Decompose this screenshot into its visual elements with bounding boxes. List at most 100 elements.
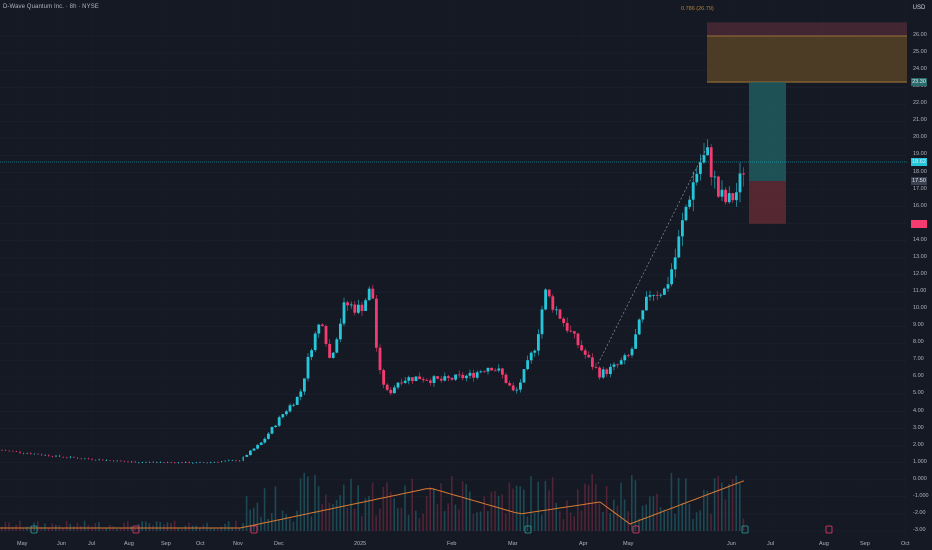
candle-body: [547, 289, 551, 297]
volume-bar: [418, 518, 421, 531]
volume-bar: [609, 513, 611, 531]
volume-bar: [332, 503, 334, 531]
volume-bar: [688, 503, 691, 531]
candle-body: [360, 304, 364, 311]
candle-body: [519, 382, 522, 390]
volume-bar: [724, 499, 727, 531]
volume-bar: [170, 522, 172, 531]
currency-button[interactable]: USD: [912, 5, 926, 11]
candle-body: [213, 461, 215, 463]
candle-body: [95, 459, 97, 461]
candle-body: [30, 453, 32, 455]
candle-body: [349, 304, 353, 306]
candle-body: [497, 368, 501, 371]
volume-bar: [321, 504, 323, 531]
candle-body: [288, 405, 292, 412]
candle-body: [235, 460, 237, 461]
candle-body: [335, 339, 339, 353]
volume-bar: [22, 527, 25, 531]
candle-body: [493, 370, 497, 372]
volume-bar: [310, 516, 313, 531]
candle-body: [551, 296, 555, 310]
price-marker-badge: 17.50: [911, 177, 927, 186]
volume-bar: [83, 520, 86, 531]
time-axis-tick: Oct: [196, 541, 205, 547]
candle-body: [677, 236, 681, 258]
volume-bar: [566, 500, 568, 531]
volume-bar: [235, 520, 237, 531]
candle-body: [299, 391, 303, 397]
candle-body: [23, 452, 25, 454]
volume-bar: [47, 528, 50, 531]
candle-body: [19, 451, 21, 453]
price-axis-tick: 12.00: [913, 270, 927, 277]
volume-bar: [613, 499, 615, 531]
volume-bar: [112, 526, 115, 531]
volume-bar: [1, 526, 3, 531]
candle-body: [277, 417, 281, 426]
price-axis-tick: 23.00: [913, 83, 927, 90]
time-axis-tick: Oct: [901, 541, 910, 547]
candle-body: [407, 377, 411, 381]
volume-bar: [544, 481, 547, 531]
volume-bar: [181, 528, 183, 531]
candle-body: [695, 173, 699, 183]
price-axis-tick: 11.00: [913, 288, 927, 295]
candle-body: [627, 355, 630, 357]
volume-bar: [253, 507, 255, 531]
candle-body: [634, 334, 637, 349]
candle-body: [77, 457, 79, 459]
candle-body: [185, 461, 187, 463]
volume-bar: [681, 502, 683, 531]
candle-body: [41, 454, 43, 456]
candle-body: [170, 462, 172, 463]
candle-body: [655, 294, 659, 296]
volume-bar: [728, 484, 730, 531]
candle-body: [609, 366, 612, 375]
candle-body: [252, 448, 256, 451]
candle-body: [256, 444, 259, 449]
event-marker-icon: [741, 525, 749, 534]
time-axis-tick: Jul: [88, 541, 96, 547]
volume-bar: [69, 523, 71, 531]
price-axis-tick: 25.00: [913, 49, 927, 56]
time-axis-tick: Jul: [767, 541, 775, 547]
candle-body: [127, 461, 129, 463]
volume-bar: [638, 518, 640, 531]
candle-body: [436, 376, 439, 379]
candle-body: [174, 462, 176, 464]
volume-bar: [699, 510, 701, 531]
candle-body: [303, 378, 306, 392]
price-axis-tick: 24.00: [913, 66, 927, 73]
candle-body: [526, 360, 529, 370]
volume-bar: [555, 502, 557, 531]
candle-body: [203, 462, 205, 463]
candle-body: [267, 433, 270, 439]
candle-body: [385, 384, 389, 390]
volume-bar: [659, 507, 662, 531]
volume-bar: [591, 474, 593, 531]
volume-bar: [404, 485, 406, 531]
volume-bar: [436, 504, 439, 531]
target-zone: [749, 82, 786, 182]
candle-body: [73, 456, 75, 458]
volume-bar: [598, 503, 601, 531]
candle-body: [12, 450, 14, 452]
event-marker-icon: [132, 525, 140, 534]
volume-bar: [127, 521, 129, 531]
volume-bar: [119, 528, 122, 531]
candle-body: [515, 389, 519, 391]
volume-bar: [411, 478, 413, 531]
volume-bar: [706, 490, 709, 531]
price-axis-tick: 1.000: [913, 458, 927, 465]
volume-bar: [274, 486, 277, 531]
volume-bar: [620, 482, 622, 531]
candle-body: [601, 369, 605, 378]
volume-bar: [292, 521, 295, 531]
volume-bar: [573, 516, 575, 531]
price-axis-tick: -1.000: [913, 492, 929, 499]
candle-body: [411, 377, 414, 382]
candle-body: [439, 378, 443, 381]
volume-bar: [605, 486, 608, 531]
